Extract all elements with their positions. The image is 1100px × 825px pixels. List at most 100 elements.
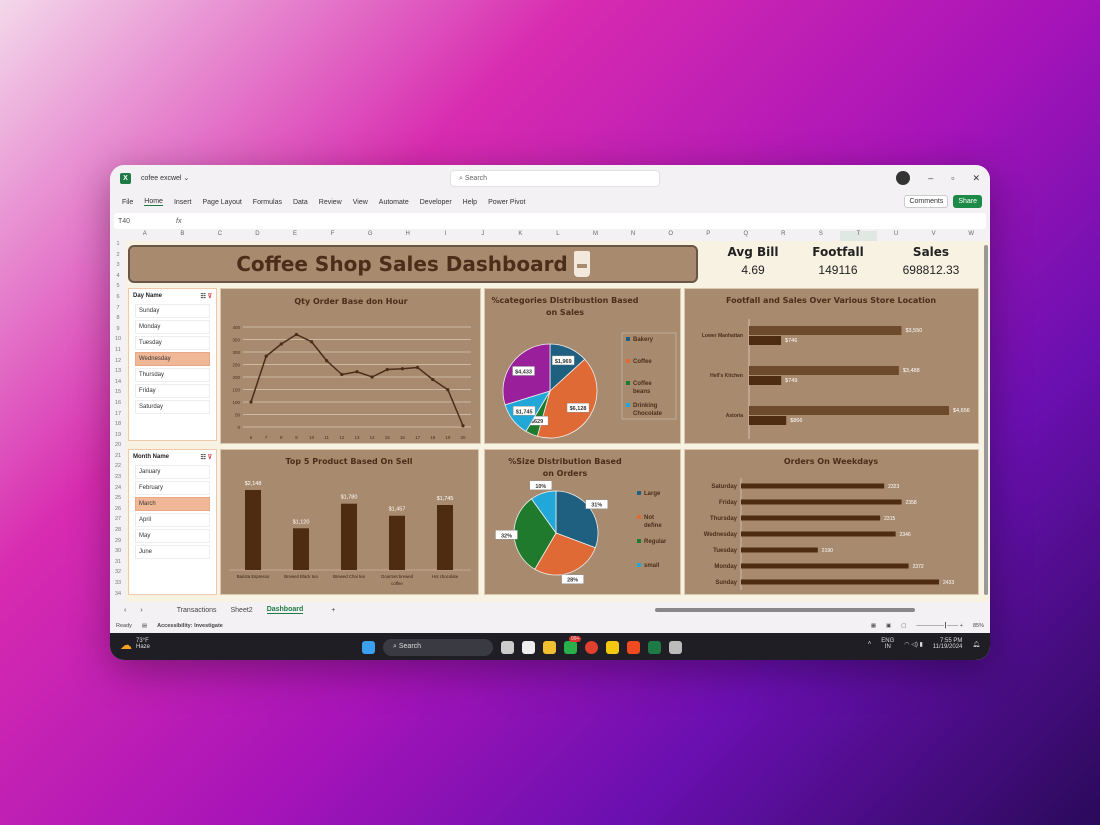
row-header[interactable]: 27 (114, 516, 122, 523)
restore-button[interactable]: ▫ (951, 173, 955, 183)
slicer-item-wednesday[interactable]: Wednesday (135, 352, 210, 366)
row-header[interactable]: 12 (114, 357, 122, 364)
column-header[interactable]: N (630, 231, 636, 237)
avatar[interactable] (896, 171, 911, 185)
wifi-icon[interactable]: ◠ ◁) ▮ (904, 641, 923, 648)
row-header[interactable]: 3 (116, 262, 120, 269)
row-header[interactable]: 6 (116, 293, 120, 300)
row-header[interactable]: 29 (114, 537, 122, 544)
column-header[interactable]: W (968, 231, 974, 237)
column-header[interactable]: F (330, 231, 335, 237)
row-header[interactable]: 19 (114, 431, 122, 438)
row-header[interactable]: 33 (114, 580, 122, 586)
column-header[interactable]: C (217, 231, 223, 237)
slicer-item-saturday[interactable]: Saturday (135, 400, 210, 414)
row-header[interactable]: 5 (116, 283, 120, 290)
bar-chart-weekdays[interactable]: Orders On Weekdays Saturday 2323 Friday 2358… (684, 449, 979, 595)
column-header[interactable]: R (781, 231, 786, 237)
slicer-item-april[interactable]: April (135, 513, 210, 527)
row-header[interactable]: 31 (114, 558, 122, 565)
column-header[interactable]: D (255, 231, 260, 237)
column-header[interactable]: L (556, 231, 560, 237)
ribbon-tab-automate[interactable]: Automate (378, 198, 409, 206)
add-sheet-button[interactable]: + (331, 606, 336, 614)
row-header[interactable]: 26 (114, 505, 122, 512)
excel-taskbar-icon[interactable] (648, 641, 661, 654)
page-layout-icon[interactable]: ▣ (886, 623, 892, 629)
column-header[interactable]: S (818, 231, 823, 237)
column-header[interactable]: A (142, 231, 147, 237)
zoom-level[interactable]: 85% (972, 623, 984, 629)
row-header[interactable]: 32 (114, 569, 122, 576)
row-header[interactable]: 20 (114, 442, 122, 449)
clock-date[interactable]: 11/19/2024 (932, 644, 963, 650)
ribbon-tab-view[interactable]: View (352, 198, 368, 206)
ribbon-tab-insert[interactable]: Insert (173, 198, 192, 206)
column-header[interactable]: O (668, 231, 673, 237)
comments-button[interactable]: Comments (904, 195, 949, 208)
row-header[interactable]: 18 (114, 421, 122, 428)
ribbon-tab-review[interactable]: Review (318, 198, 342, 206)
taskbar-search[interactable]: ⌕ Search (383, 639, 493, 656)
ribbon-tab-data[interactable]: Data (292, 198, 308, 206)
name-box[interactable]: T40 (118, 217, 131, 225)
row-header[interactable]: 23 (114, 474, 122, 481)
ribbon-tab-file[interactable]: File (122, 198, 134, 206)
row-header[interactable]: 1 (116, 241, 120, 247)
next-sheet-button[interactable]: › (140, 606, 143, 614)
ribbon-tab-formulas[interactable]: Formulas (252, 198, 282, 206)
search-box[interactable]: ⌕ Search (450, 170, 660, 187)
row-header[interactable]: 8 (116, 315, 120, 322)
power-bi-icon[interactable] (606, 641, 619, 654)
formula-input[interactable] (189, 215, 982, 227)
bar-chart-top-products[interactable]: Top 5 Product Based On Sell $2,148 Barista… (220, 449, 479, 595)
row-header[interactable]: 17 (114, 410, 122, 417)
whatsapp-icon[interactable]: 99+ (564, 636, 582, 654)
slicer-item-january[interactable]: January (135, 465, 210, 479)
slicer-item-monday[interactable]: Monday (135, 320, 210, 334)
horizontal-scrollbar[interactable] (655, 608, 915, 612)
row-header[interactable]: 22 (114, 463, 122, 470)
close-button[interactable]: ✕ (972, 172, 980, 183)
ribbon-tab-developer[interactable]: Developer (419, 198, 452, 206)
column-header[interactable]: J (481, 231, 485, 237)
language[interactable]: ENG (881, 638, 895, 644)
slicer-item-tuesday[interactable]: Tuesday (135, 336, 210, 350)
ribbon-tab-help[interactable]: Help (462, 198, 478, 206)
slicer-item-sunday[interactable]: Sunday (135, 304, 210, 318)
chevron-up-icon[interactable]: ˄ (867, 641, 872, 647)
column-header[interactable]: H (405, 231, 410, 237)
weather-widget[interactable]: ☁ 73°F Haze (120, 638, 150, 652)
zoom-slider[interactable]: —————┃—— + (916, 623, 963, 629)
multi-select-icon[interactable]: ☷ (200, 294, 206, 300)
clear-filter-icon[interactable]: ⊽ (207, 294, 212, 300)
row-header[interactable]: 4 (116, 272, 120, 279)
page-break-icon[interactable]: ▢ (901, 623, 907, 629)
slicer-item-march[interactable]: March (135, 497, 210, 511)
row-header[interactable]: 10 (114, 336, 122, 343)
multi-select-icon[interactable]: ☷ (200, 455, 206, 461)
row-header[interactable]: 30 (114, 548, 122, 555)
column-header[interactable]: M (593, 231, 599, 237)
tab-transactions[interactable]: Transactions (176, 606, 217, 614)
row-header[interactable]: 16 (114, 399, 122, 406)
clear-filter-icon[interactable]: ⊽ (207, 455, 212, 461)
slicer-item-february[interactable]: February (135, 481, 210, 495)
row-header[interactable]: 9 (116, 325, 120, 332)
vertical-scrollbar[interactable] (984, 245, 988, 595)
share-button[interactable]: Share (953, 195, 982, 208)
row-header[interactable]: 7 (116, 304, 120, 311)
slicer-item-thursday[interactable]: Thursday (135, 368, 210, 382)
app-icon[interactable] (669, 641, 682, 654)
prev-sheet-button[interactable]: ‹ (124, 606, 127, 614)
row-header[interactable]: 2 (116, 251, 120, 258)
task-view-icon[interactable] (501, 641, 514, 654)
store-icon[interactable] (522, 641, 535, 654)
windows-start-icon[interactable] (362, 641, 375, 654)
column-header[interactable]: P (706, 231, 711, 237)
ribbon-tab-page-layout[interactable]: Page Layout (202, 198, 242, 206)
column-header[interactable]: U (893, 231, 899, 237)
ribbon-tab-power-pivot[interactable]: Power Pivot (488, 198, 526, 206)
column-header[interactable]: G (367, 231, 373, 237)
minimize-button[interactable]: – (928, 173, 934, 183)
